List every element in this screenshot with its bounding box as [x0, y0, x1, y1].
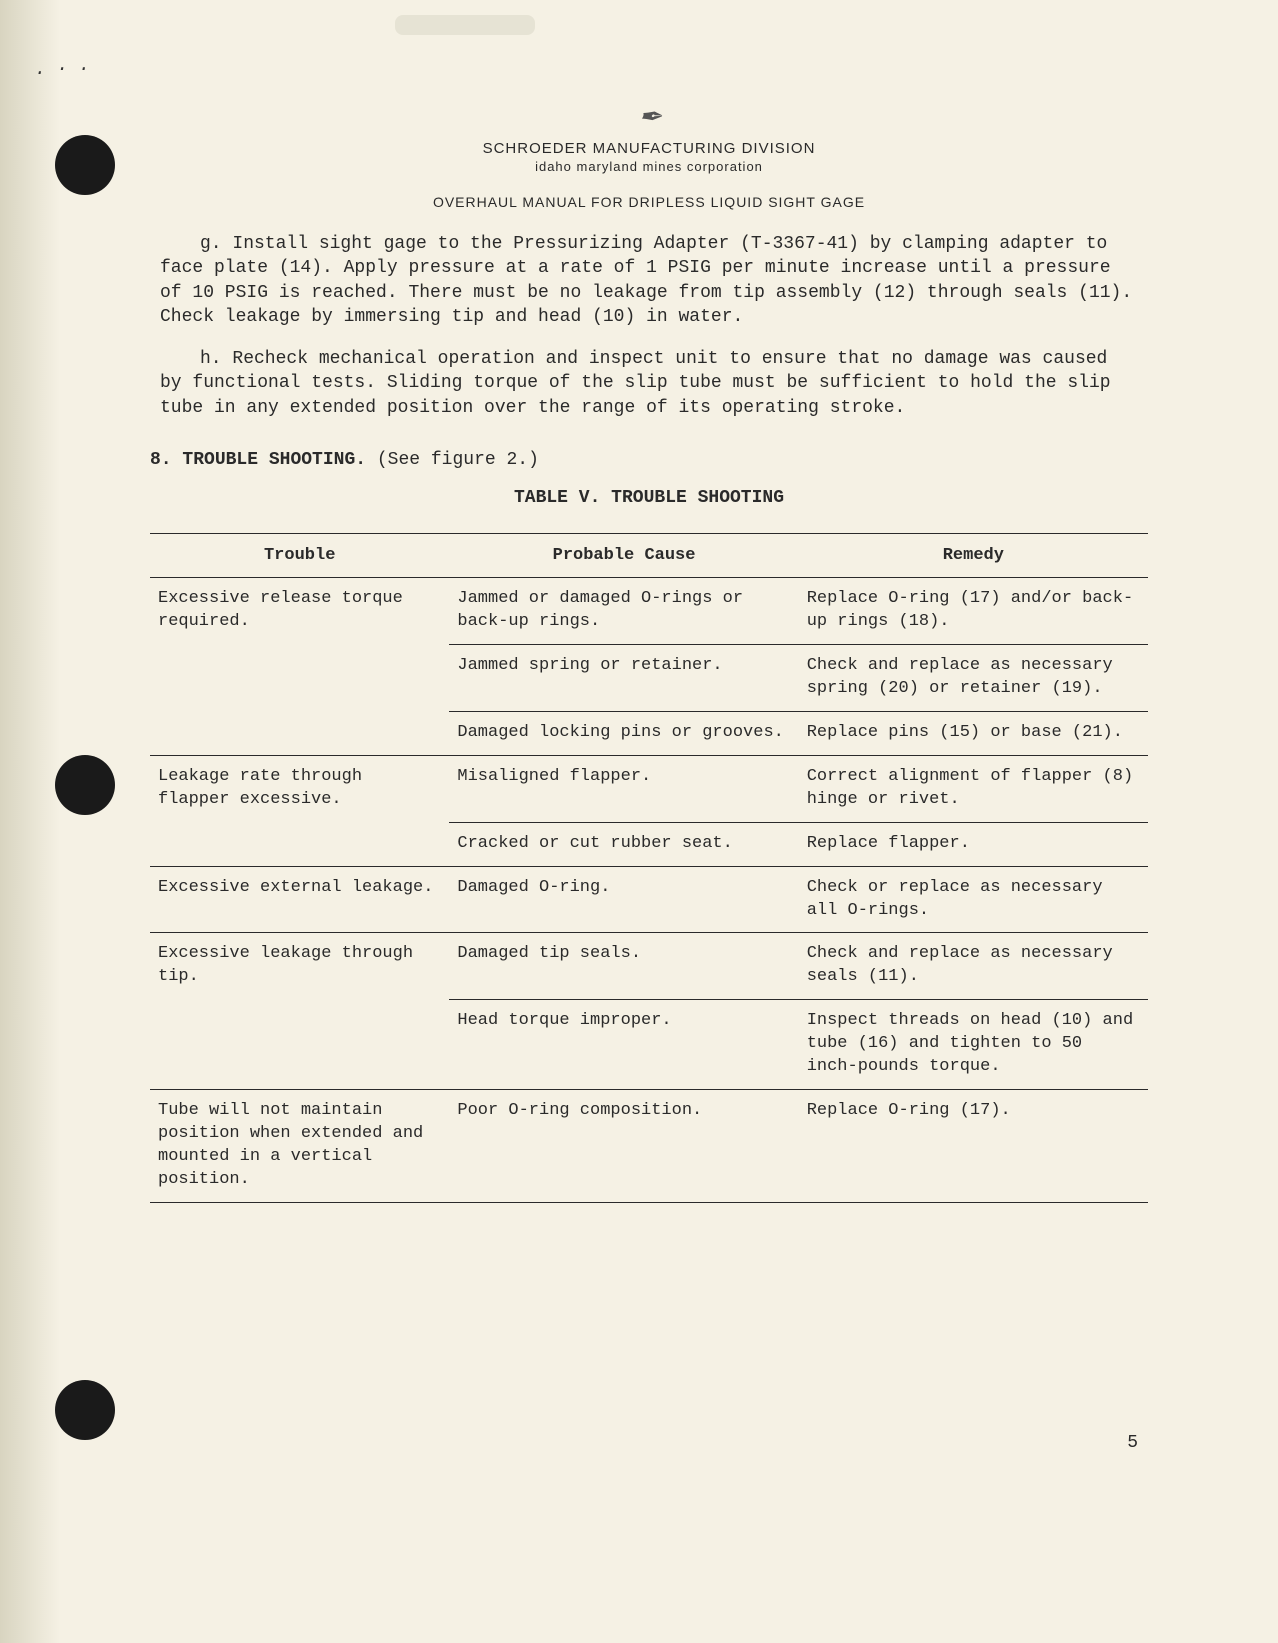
company-subtitle: idaho maryland mines corporation	[150, 159, 1148, 174]
cell-trouble: Excessive external leakage.	[150, 866, 449, 933]
cell-remedy: Replace flapper.	[799, 822, 1148, 866]
table-row: Cracked or cut rubber seat. Replace flap…	[150, 822, 1148, 866]
table-row: Tube will not maintain position when ext…	[150, 1090, 1148, 1203]
cell-remedy: Check or replace as necessary all O-ring…	[799, 866, 1148, 933]
cell-remedy: Inspect threads on head (10) and tube (1…	[799, 1000, 1148, 1090]
page-number: 5	[1127, 1433, 1138, 1453]
punch-hole	[55, 1380, 115, 1440]
table-row: Leakage rate through flapper excessive. …	[150, 755, 1148, 822]
cell-cause: Head torque improper.	[449, 1000, 798, 1090]
table-row: Jammed spring or retainer. Check and rep…	[150, 644, 1148, 711]
cell-trouble	[150, 644, 449, 711]
section-title: TROUBLE SHOOTING.	[182, 450, 366, 470]
cell-remedy: Replace O-ring (17) and/or back-up rings…	[799, 578, 1148, 645]
section-heading: 8. TROUBLE SHOOTING. (See figure 2.)	[150, 450, 1148, 470]
punch-hole	[55, 135, 115, 195]
handwritten-mark: . · ·	[35, 60, 89, 80]
document-title: OVERHAUL MANUAL FOR DRIPLESS LIQUID SIGH…	[150, 194, 1148, 210]
table-row: Damaged locking pins or grooves. Replace…	[150, 711, 1148, 755]
cell-trouble: Excessive release torque required.	[150, 578, 449, 645]
cell-cause: Damaged O-ring.	[449, 866, 798, 933]
paragraph-g: g. Install sight gage to the Pressurizin…	[150, 232, 1148, 329]
table-title: TABLE V. TROUBLE SHOOTING	[150, 488, 1148, 508]
cell-trouble	[150, 822, 449, 866]
page-smudge	[395, 15, 535, 35]
header-remedy: Remedy	[799, 534, 1148, 578]
table-header-row: Trouble Probable Cause Remedy	[150, 534, 1148, 578]
section-note: (See figure 2.)	[377, 450, 539, 470]
section-number: 8.	[150, 450, 172, 470]
cell-cause: Poor O-ring composition.	[449, 1090, 798, 1203]
paragraph-h: h. Recheck mechanical operation and insp…	[150, 347, 1148, 420]
cell-cause: Misaligned flapper.	[449, 755, 798, 822]
cell-remedy: Correct alignment of flapper (8) hinge o…	[799, 755, 1148, 822]
cell-remedy: Check and replace as necessary seals (11…	[799, 933, 1148, 1000]
cell-remedy: Check and replace as necessary spring (2…	[799, 644, 1148, 711]
cell-trouble	[150, 711, 449, 755]
table-row: Excessive external leakage. Damaged O-ri…	[150, 866, 1148, 933]
company-name: SCHROEDER MANUFACTURING DIVISION	[150, 140, 1148, 157]
cell-cause: Jammed or damaged O-rings or back-up rin…	[449, 578, 798, 645]
cell-cause: Jammed spring or retainer.	[449, 644, 798, 711]
cell-remedy: Replace pins (15) or base (21).	[799, 711, 1148, 755]
cell-trouble: Tube will not maintain position when ext…	[150, 1090, 449, 1203]
cell-trouble	[150, 1000, 449, 1090]
punch-hole	[55, 755, 115, 815]
table-row: Head torque improper. Inspect threads on…	[150, 1000, 1148, 1090]
header-trouble: Trouble	[150, 534, 449, 578]
cell-cause: Damaged locking pins or grooves.	[449, 711, 798, 755]
header-cause: Probable Cause	[449, 534, 798, 578]
cell-cause: Damaged tip seals.	[449, 933, 798, 1000]
cell-trouble: Excessive leakage through tip.	[150, 933, 449, 1000]
cell-cause: Cracked or cut rubber seat.	[449, 822, 798, 866]
troubleshooting-table: Trouble Probable Cause Remedy Excessive …	[150, 533, 1148, 1203]
table-row: Excessive leakage through tip. Damaged t…	[150, 933, 1148, 1000]
cell-remedy: Replace O-ring (17).	[799, 1090, 1148, 1203]
cell-trouble: Leakage rate through flapper excessive.	[150, 755, 449, 822]
company-logo: ✒	[150, 100, 1148, 135]
table-row: Excessive release torque required. Jamme…	[150, 578, 1148, 645]
document-page: . · · ✒ SCHROEDER MANUFACTURING DIVISION…	[0, 0, 1278, 1643]
